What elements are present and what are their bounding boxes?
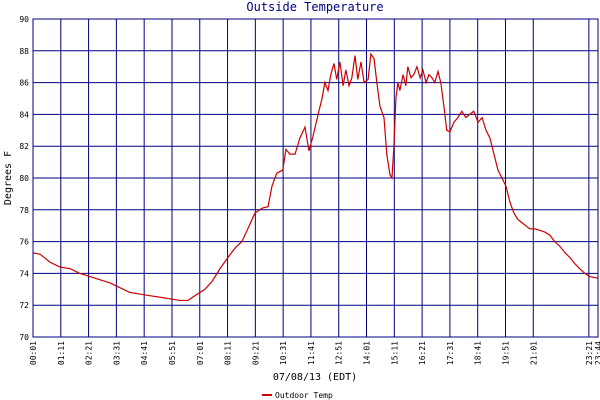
x-tick-label: 15:11 xyxy=(390,341,399,365)
plot-frame xyxy=(32,18,599,338)
data-line xyxy=(32,52,599,302)
x-tick-label: 12:51 xyxy=(335,341,344,365)
x-tick-label: 10:31 xyxy=(279,341,288,365)
chart-title: Outside Temperature xyxy=(246,0,383,14)
x-tick-label: 17:31 xyxy=(446,341,455,365)
x-tick-label: 05:51 xyxy=(168,341,177,365)
y-tick-label: 88 xyxy=(19,47,29,56)
y-axis-label: Degrees F xyxy=(3,151,14,205)
x-tick-label: 00:01 xyxy=(29,341,38,365)
x-tick-label: 23:44 xyxy=(594,341,600,365)
x-tick-label: 03:31 xyxy=(112,341,121,365)
x-axis-label: 07/08/13 (EDT) xyxy=(273,372,357,383)
y-tick-label: 82 xyxy=(19,142,29,151)
y-tick-label: 76 xyxy=(19,238,29,247)
x-tick-label: 23:21 xyxy=(585,341,594,365)
x-tick-label: 21:01 xyxy=(529,341,538,365)
x-tick-label: 01:11 xyxy=(57,341,66,365)
x-tick-label: 18:41 xyxy=(474,341,483,365)
x-tick-label: 09:21 xyxy=(251,341,260,365)
y-tick-label: 84 xyxy=(19,110,29,119)
x-tick-label: 19:51 xyxy=(501,341,510,365)
y-tick-label: 90 xyxy=(19,15,29,24)
y-tick-label: 70 xyxy=(19,333,29,342)
x-tick-label: 16:21 xyxy=(418,341,427,365)
x-tick-label: 04:41 xyxy=(140,341,149,365)
y-tick-label: 72 xyxy=(19,301,29,310)
x-tick-label: 11:41 xyxy=(307,341,316,365)
x-tick-label: 08:11 xyxy=(224,341,233,365)
x-tick-label: 07:01 xyxy=(196,341,205,365)
y-tick-label: 80 xyxy=(19,174,29,183)
y-tick-label: 78 xyxy=(19,206,29,215)
legend-label: Outdoor Temp xyxy=(275,391,333,400)
y-tick-label: 74 xyxy=(19,269,29,278)
x-tick-label: 02:21 xyxy=(85,341,94,365)
y-tick-label: 86 xyxy=(19,79,29,88)
x-tick-label: 14:01 xyxy=(363,341,372,365)
